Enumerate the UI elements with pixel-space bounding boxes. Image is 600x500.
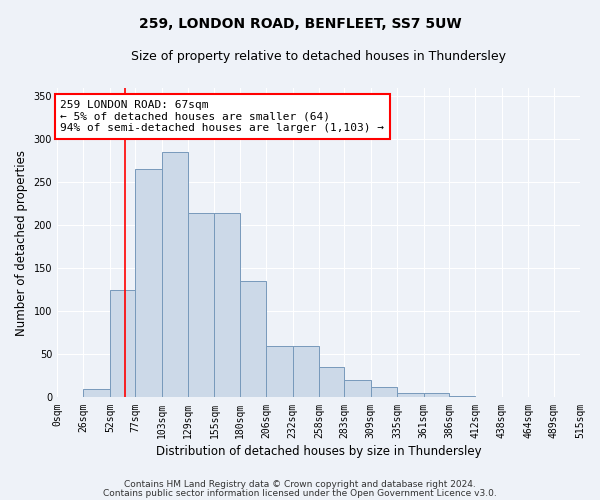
Bar [397, 393, 424, 398]
Bar [135, 170, 161, 398]
Bar [83, 389, 110, 398]
Bar [188, 212, 214, 398]
Bar [214, 212, 240, 398]
Bar [266, 346, 293, 398]
Bar [110, 290, 135, 398]
Bar [371, 387, 397, 398]
Bar [449, 396, 475, 398]
Title: Size of property relative to detached houses in Thundersley: Size of property relative to detached ho… [131, 50, 506, 63]
Text: Contains HM Land Registry data © Crown copyright and database right 2024.: Contains HM Land Registry data © Crown c… [124, 480, 476, 489]
Y-axis label: Number of detached properties: Number of detached properties [15, 150, 28, 336]
Bar [319, 368, 344, 398]
Bar [161, 152, 188, 398]
Text: Contains public sector information licensed under the Open Government Licence v3: Contains public sector information licen… [103, 488, 497, 498]
Text: 259 LONDON ROAD: 67sqm
← 5% of detached houses are smaller (64)
94% of semi-deta: 259 LONDON ROAD: 67sqm ← 5% of detached … [60, 100, 384, 133]
Bar [240, 282, 266, 398]
Text: 259, LONDON ROAD, BENFLEET, SS7 5UW: 259, LONDON ROAD, BENFLEET, SS7 5UW [139, 18, 461, 32]
Bar [293, 346, 319, 398]
X-axis label: Distribution of detached houses by size in Thundersley: Distribution of detached houses by size … [156, 444, 481, 458]
Bar [344, 380, 371, 398]
Bar [424, 393, 449, 398]
